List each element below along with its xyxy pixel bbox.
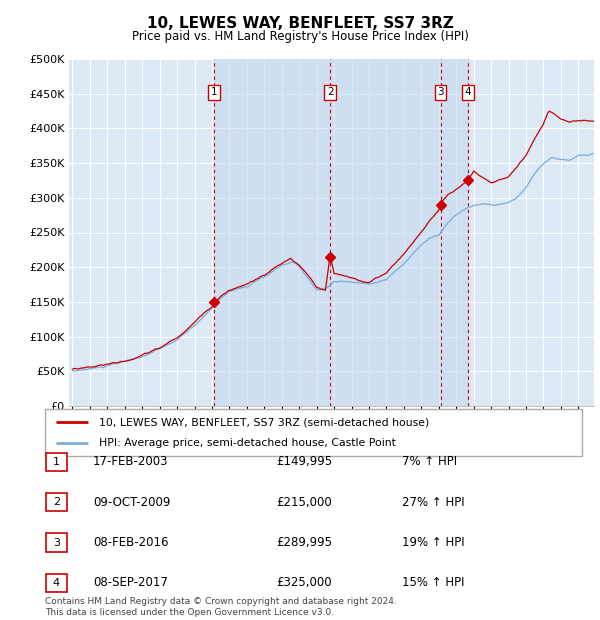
Text: 08-SEP-2017: 08-SEP-2017 (93, 577, 168, 589)
FancyBboxPatch shape (46, 574, 67, 592)
Text: 2: 2 (53, 497, 60, 507)
Text: 1: 1 (211, 87, 217, 97)
Text: 10, LEWES WAY, BENFLEET, SS7 3RZ: 10, LEWES WAY, BENFLEET, SS7 3RZ (146, 16, 454, 30)
Text: 3: 3 (437, 87, 444, 97)
Text: 2: 2 (327, 87, 334, 97)
Text: Price paid vs. HM Land Registry's House Price Index (HPI): Price paid vs. HM Land Registry's House … (131, 30, 469, 43)
Text: Contains HM Land Registry data © Crown copyright and database right 2024.: Contains HM Land Registry data © Crown c… (45, 597, 397, 606)
Text: 09-OCT-2009: 09-OCT-2009 (93, 496, 170, 508)
Text: This data is licensed under the Open Government Licence v3.0.: This data is licensed under the Open Gov… (45, 608, 334, 617)
Text: 19% ↑ HPI: 19% ↑ HPI (402, 536, 464, 549)
Text: 08-FEB-2016: 08-FEB-2016 (93, 536, 169, 549)
FancyBboxPatch shape (45, 409, 582, 456)
Text: 3: 3 (53, 538, 60, 547)
Text: 7% ↑ HPI: 7% ↑ HPI (402, 456, 457, 468)
FancyBboxPatch shape (46, 533, 67, 552)
Text: 17-FEB-2003: 17-FEB-2003 (93, 456, 169, 468)
Text: 4: 4 (465, 87, 472, 97)
Text: 1: 1 (53, 457, 60, 467)
Text: £325,000: £325,000 (276, 577, 332, 589)
Text: £289,995: £289,995 (276, 536, 332, 549)
Text: 15% ↑ HPI: 15% ↑ HPI (402, 577, 464, 589)
Text: 27% ↑ HPI: 27% ↑ HPI (402, 496, 464, 508)
FancyBboxPatch shape (46, 453, 67, 471)
Text: 10, LEWES WAY, BENFLEET, SS7 3RZ (semi-detached house): 10, LEWES WAY, BENFLEET, SS7 3RZ (semi-d… (98, 417, 429, 427)
Text: £149,995: £149,995 (276, 456, 332, 468)
Text: £215,000: £215,000 (276, 496, 332, 508)
Text: HPI: Average price, semi-detached house, Castle Point: HPI: Average price, semi-detached house,… (98, 438, 395, 448)
FancyBboxPatch shape (46, 493, 67, 512)
Text: 4: 4 (53, 578, 60, 588)
Bar (214, 59, 468, 406)
